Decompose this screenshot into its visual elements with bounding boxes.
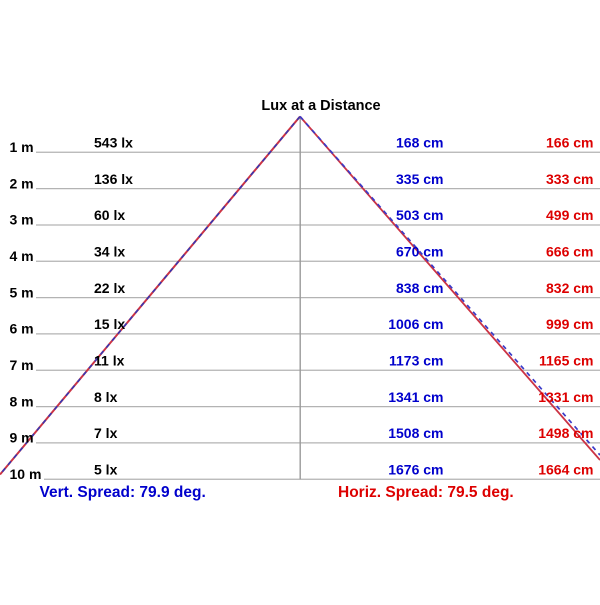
svg-text:8 lx: 8 lx <box>94 389 118 405</box>
svg-text:168 cm: 168 cm <box>396 135 443 151</box>
svg-text:1 m: 1 m <box>10 139 34 155</box>
svg-text:832 cm: 832 cm <box>546 280 593 296</box>
svg-text:5 lx: 5 lx <box>94 462 118 478</box>
svg-text:1498 cm: 1498 cm <box>538 425 593 441</box>
svg-text:6 m: 6 m <box>10 321 34 337</box>
svg-text:1508 cm: 1508 cm <box>388 425 443 441</box>
svg-text:1165 cm: 1165 cm <box>539 353 594 369</box>
svg-text:8 m: 8 m <box>10 393 34 409</box>
svg-text:10 m: 10 m <box>10 466 42 482</box>
svg-text:Lux at a Distance: Lux at a Distance <box>261 98 380 114</box>
svg-text:1341 cm: 1341 cm <box>388 389 443 405</box>
svg-text:9 m: 9 m <box>10 430 34 446</box>
svg-text:1664 cm: 1664 cm <box>538 462 593 478</box>
svg-text:999 cm: 999 cm <box>546 316 593 332</box>
svg-text:335 cm: 335 cm <box>396 171 443 187</box>
svg-text:136 lx: 136 lx <box>94 171 133 187</box>
svg-text:838 cm: 838 cm <box>396 280 443 296</box>
svg-text:34 lx: 34 lx <box>94 244 125 260</box>
svg-text:1006 cm: 1006 cm <box>388 316 443 332</box>
svg-text:22 lx: 22 lx <box>94 280 125 296</box>
svg-text:3 m: 3 m <box>10 212 34 228</box>
svg-text:5 m: 5 m <box>10 284 34 300</box>
svg-text:Vert. Spread: 79.9 deg.: Vert. Spread: 79.9 deg. <box>40 484 206 501</box>
svg-text:543 lx: 543 lx <box>94 135 133 151</box>
svg-text:670 cm: 670 cm <box>396 244 443 260</box>
svg-text:2 m: 2 m <box>10 175 34 191</box>
svg-text:Horiz. Spread: 79.5 deg.: Horiz. Spread: 79.5 deg. <box>338 484 514 501</box>
svg-text:1331 cm: 1331 cm <box>538 389 593 405</box>
svg-text:333 cm: 333 cm <box>546 171 593 187</box>
svg-text:15 lx: 15 lx <box>94 316 125 332</box>
svg-text:1173 cm: 1173 cm <box>389 353 444 369</box>
svg-text:503 cm: 503 cm <box>396 207 443 223</box>
svg-text:60 lx: 60 lx <box>94 207 125 223</box>
svg-text:7 m: 7 m <box>10 357 34 373</box>
svg-text:666 cm: 666 cm <box>546 244 593 260</box>
svg-text:499 cm: 499 cm <box>546 207 593 223</box>
svg-text:7 lx: 7 lx <box>94 425 118 441</box>
svg-text:166 cm: 166 cm <box>546 135 593 151</box>
svg-text:11 lx: 11 lx <box>94 353 125 369</box>
svg-text:1676 cm: 1676 cm <box>388 462 443 478</box>
svg-text:4 m: 4 m <box>10 248 34 264</box>
